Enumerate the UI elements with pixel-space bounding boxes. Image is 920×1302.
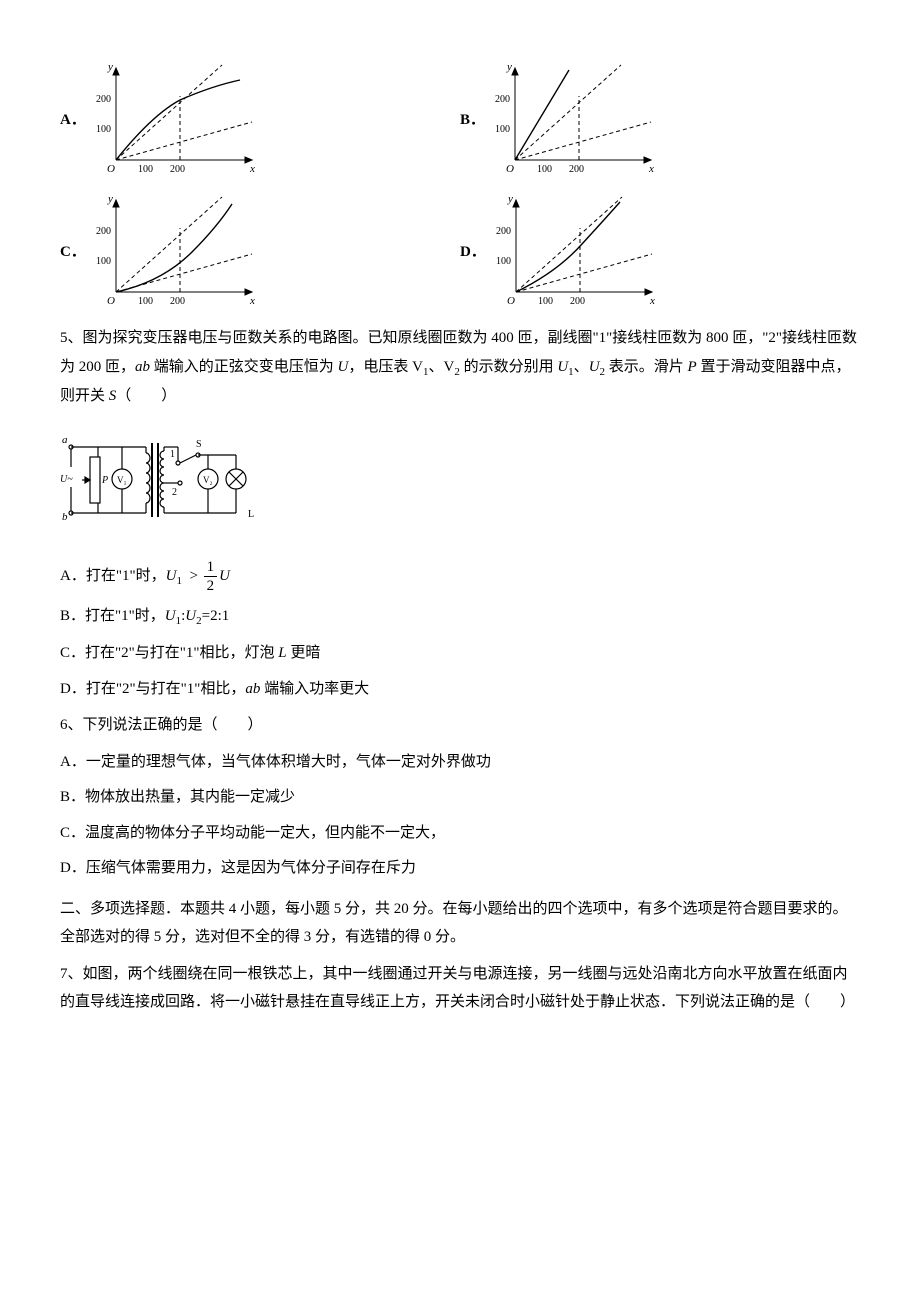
- q5-option-c: C．打在"2"与打在"1"相比，灯泡 L 更暗: [60, 639, 860, 668]
- q5-optD-2: 端输入功率更大: [260, 681, 369, 697]
- svg-text:100: 100: [138, 164, 153, 175]
- q5-text-5: 的示数分别用: [460, 359, 558, 375]
- svg-text:L: L: [248, 509, 254, 520]
- svg-text:100: 100: [96, 256, 111, 267]
- optB-ratio: =2:1: [202, 608, 230, 624]
- svg-text:100: 100: [495, 124, 510, 135]
- optD-ab: ab: [245, 681, 260, 697]
- var-u1: U: [557, 359, 568, 375]
- svg-text:O: O: [107, 295, 115, 307]
- var-u2: U: [589, 359, 600, 375]
- svg-text:y: y: [507, 193, 513, 205]
- q4-row2: C． y x 200 100 100 200 O D．: [60, 192, 860, 312]
- svg-text:100: 100: [538, 296, 553, 307]
- svg-text:x: x: [249, 163, 255, 175]
- svg-text:1: 1: [170, 449, 175, 460]
- svg-text:200: 200: [496, 226, 511, 237]
- svg-text:200: 200: [495, 94, 510, 105]
- optB-u2: U: [185, 608, 196, 624]
- q6-option-b: B．物体放出热量，其内能一定减少: [60, 783, 860, 812]
- svg-text:100: 100: [96, 124, 111, 135]
- svg-text:200: 200: [569, 164, 584, 175]
- optA-sub1: 1: [176, 575, 182, 587]
- svg-text:V₂: V₂: [203, 475, 213, 485]
- var-ab-1: ab: [135, 359, 150, 375]
- svg-text:200: 200: [96, 226, 111, 237]
- var-p: P: [688, 359, 697, 375]
- svg-text:200: 200: [170, 296, 185, 307]
- q6-option-a: A．一定量的理想气体，当气体体积增大时，气体一定对外界做功: [60, 748, 860, 777]
- chart-d: y x 200 100 100 200 O: [492, 192, 662, 312]
- svg-text:y: y: [107, 61, 113, 73]
- q5-option-a: A．打在"1"时，U1 > 12U: [60, 558, 860, 595]
- q7-stem: 7、如图，两个线圈绕在同一根铁芯上，其中一线圈通过开关与电源连接，另一线圈与远处…: [60, 960, 860, 1017]
- svg-text:200: 200: [170, 164, 185, 175]
- q5-optD: D．打在"2"与打在"1"相比，: [60, 681, 245, 697]
- q6-option-c: C．温度高的物体分子平均动能一定大，但内能不一定大，: [60, 819, 860, 848]
- option-a-label: A．: [60, 106, 86, 135]
- svg-text:b: b: [62, 511, 68, 523]
- svg-text:2: 2: [172, 487, 177, 498]
- q5-option-b: B．打在"1"时，U1:U2=2:1: [60, 602, 860, 632]
- q5-text-2: 端输入的正弦交变电压恒为: [150, 359, 338, 375]
- svg-text:a: a: [62, 434, 68, 446]
- svg-text:O: O: [107, 163, 115, 175]
- q6-option-d: D．压缩气体需要用力，这是因为气体分子间存在斥力: [60, 854, 860, 883]
- var-u: U: [338, 359, 349, 375]
- svg-text:100: 100: [138, 296, 153, 307]
- option-d-label: D．: [460, 238, 486, 267]
- svg-text:y: y: [506, 61, 512, 73]
- q5-circuit: a b U~ P V₁: [60, 425, 860, 541]
- svg-text:P: P: [101, 475, 108, 486]
- option-b-label: B．: [460, 106, 485, 135]
- svg-text:U~: U~: [60, 474, 73, 485]
- chart-c: y x 200 100 100 200 O: [92, 192, 262, 312]
- q5-optA-1: A．打在"1"时，: [60, 568, 166, 584]
- q5-text-3: ，电压表 V: [348, 359, 423, 375]
- chart-b: y x 200 100 100 200 O: [491, 60, 661, 180]
- optB-u1: U: [165, 608, 176, 624]
- option-b-cell: B． y x 200 100 100 200 O: [460, 60, 860, 180]
- q5-optB: B．打在"1"时，: [60, 608, 165, 624]
- svg-text:x: x: [649, 295, 655, 307]
- q5-option-d: D．打在"2"与打在"1"相比，ab 端输入功率更大: [60, 675, 860, 704]
- svg-text:100: 100: [496, 256, 511, 267]
- q5-optC: C．打在"2"与打在"1"相比，灯泡: [60, 645, 278, 661]
- q5-text-6: 、: [574, 359, 589, 375]
- option-c-label: C．: [60, 238, 86, 267]
- svg-text:O: O: [506, 163, 514, 175]
- q6-stem: 6、下列说法正确的是（ ）: [60, 711, 860, 740]
- q5-optC-2: 更暗: [287, 645, 321, 661]
- svg-text:y: y: [107, 193, 113, 205]
- svg-text:S: S: [196, 439, 202, 450]
- optC-l: L: [278, 645, 286, 661]
- svg-text:x: x: [648, 163, 654, 175]
- option-c-cell: C． y x 200 100 100 200 O: [60, 192, 460, 312]
- svg-text:O: O: [507, 295, 515, 307]
- option-d-cell: D． y x 200 100 100 200 O: [460, 192, 860, 312]
- svg-text:100: 100: [537, 164, 552, 175]
- svg-text:V₁: V₁: [117, 475, 127, 485]
- q5-stem: 5、图为探究变压器电压与匝数关系的电路图。已知原线圈匝数为 400 匝，副线圈"…: [60, 324, 860, 411]
- optA-u1: U: [166, 568, 177, 584]
- chart-a: y x 200 100 100 200 O: [92, 60, 262, 180]
- svg-text:x: x: [249, 295, 255, 307]
- section2-header: 二、多项选择题．本题共 4 小题，每小题 5 分，共 20 分。在每小题给出的四…: [60, 895, 860, 952]
- frac-half: 12: [204, 558, 218, 595]
- svg-text:200: 200: [96, 94, 111, 105]
- q4-row1: A． y x 200 100 100 200 O B．: [60, 60, 860, 180]
- optA-u: U: [219, 568, 230, 584]
- option-a-cell: A． y x 200 100 100 200 O: [60, 60, 460, 180]
- q5-text-7: 表示。滑片: [605, 359, 688, 375]
- q5-text-4: 、V: [428, 359, 454, 375]
- svg-text:200: 200: [570, 296, 585, 307]
- q5-text-9: （ ）: [116, 388, 176, 404]
